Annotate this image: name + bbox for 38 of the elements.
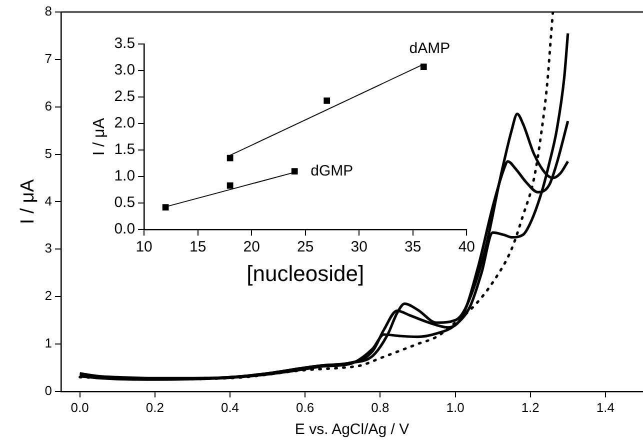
x-tick-label: 0.4 bbox=[220, 400, 240, 415]
x-tick-label: 10 bbox=[136, 238, 152, 256]
y-tick-label: 8 bbox=[44, 4, 52, 19]
series-label: dAMP bbox=[409, 40, 450, 57]
x-tick-label: 30 bbox=[350, 238, 368, 256]
x-tick-label: 0.2 bbox=[146, 400, 164, 415]
x-tick-label: 35 bbox=[404, 238, 422, 256]
y-axis-title: I / μA bbox=[18, 179, 39, 224]
y-tick-label: 3.5 bbox=[114, 35, 136, 52]
y-tick-label: 0.0 bbox=[114, 220, 136, 238]
y-tick-label: 4 bbox=[44, 193, 52, 208]
x-tick-label: 15 bbox=[189, 238, 206, 256]
y-tick-label: 2 bbox=[44, 288, 52, 304]
y-tick-label: 1.5 bbox=[114, 141, 136, 158]
x-axis-title: [nucleoside] bbox=[246, 260, 364, 286]
x-tick-label: 20 bbox=[243, 238, 260, 256]
y-tick-label: 2.5 bbox=[114, 88, 136, 106]
y-tick-label: 3.0 bbox=[114, 62, 136, 79]
x-tick-label: 0.8 bbox=[371, 400, 390, 415]
x-tick-label: 0.0 bbox=[70, 400, 89, 415]
x-tick-label: 1.0 bbox=[446, 400, 464, 415]
y-tick-label: 5 bbox=[44, 146, 52, 161]
y-tick-label: 2.0 bbox=[114, 114, 136, 132]
y-tick-label: 0.5 bbox=[114, 194, 136, 212]
series-label: dGMP bbox=[310, 162, 354, 180]
x-tick-label: 40 bbox=[458, 238, 475, 256]
y-tick-label: 1.0 bbox=[114, 168, 136, 185]
y-tick-label: 3 bbox=[44, 240, 52, 256]
x-tick-label: 25 bbox=[297, 238, 314, 256]
y-tick-label: 1 bbox=[44, 336, 52, 351]
y-axis-title: I / μA bbox=[91, 118, 108, 156]
y-tick-label: 0 bbox=[44, 382, 52, 398]
y-tick-label: 7 bbox=[44, 51, 52, 66]
x-tick-label: 1.2 bbox=[521, 400, 540, 415]
x-tick-label: 0.6 bbox=[296, 400, 314, 415]
x-tick-label: 1.4 bbox=[596, 400, 614, 415]
y-tick-label: 6 bbox=[44, 98, 52, 114]
x-axis-title: E vs. AgCl/Ag / V bbox=[294, 421, 410, 438]
